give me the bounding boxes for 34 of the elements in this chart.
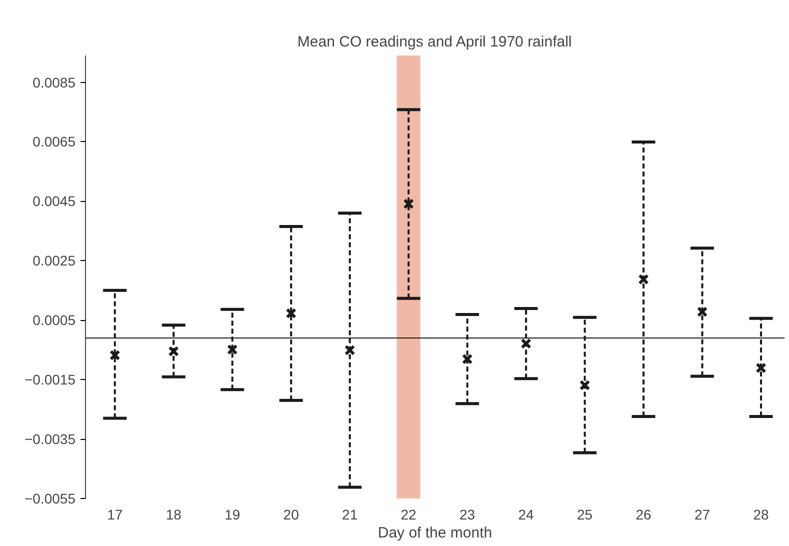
y-tick-label: 0.0065 [32,134,76,150]
point [696,306,708,318]
y-tick-label: 0.0025 [32,252,76,269]
x-tick-label: 26 [636,506,652,522]
point [226,344,238,355]
point [344,344,356,356]
x-tick-label: 20 [283,506,300,522]
point [286,308,296,319]
point [579,380,590,391]
y-tick-label: 0.0085 [32,74,76,90]
point [109,350,120,361]
y-tick-label: 0.0005 [32,312,76,328]
y-tick-label: −0.0055 [24,490,76,506]
x-tick-label: 24 [518,506,534,522]
x-tick-label: 23 [460,506,476,522]
point [520,338,532,349]
point [403,198,414,210]
x-axis-title: Day of the month [378,524,492,542]
x-tick-label: 25 [577,506,593,522]
x-tick-label: 19 [224,506,240,522]
x-tick-label: 27 [694,506,710,522]
point [462,354,473,364]
x-tick-label: 22 [400,506,417,522]
x-tick-label: 17 [107,506,123,522]
x-tick-label: 28 [753,506,770,522]
x-tick-label: 18 [166,506,182,522]
y-tick-label: 0.0045 [32,193,76,210]
chart-title: Mean CO readings and April 1970 rainfall [297,34,572,50]
point [168,346,179,357]
point [756,362,766,374]
x-tick-label: 21 [342,506,358,522]
y-tick-label: −0.0015 [24,372,76,388]
point [638,274,649,285]
y-tick-label: −0.0035 [24,431,76,448]
